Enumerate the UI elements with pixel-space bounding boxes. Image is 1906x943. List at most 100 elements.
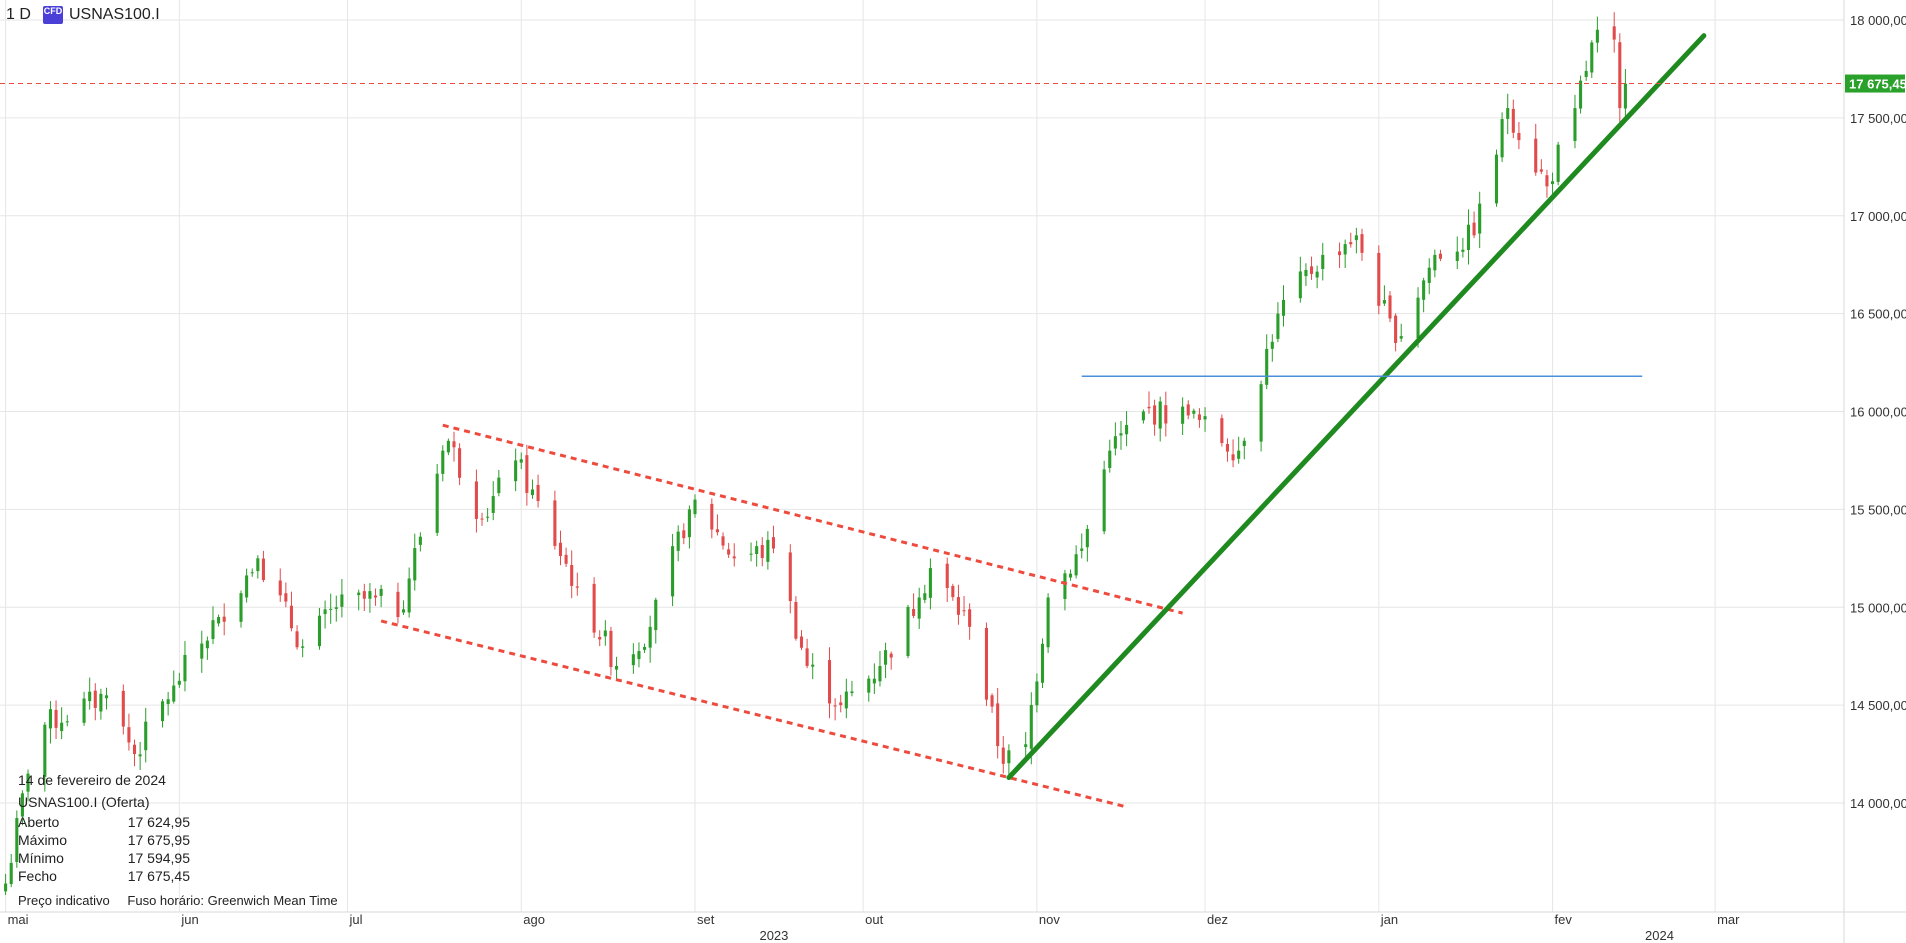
x-tick-label: mar xyxy=(1717,912,1740,927)
candle-body xyxy=(222,616,226,622)
candle-body xyxy=(1438,253,1442,259)
x-tick-label: nov xyxy=(1039,912,1060,927)
candle-body xyxy=(1573,108,1577,142)
info-row-high: Máximo 17 675,95 xyxy=(18,832,190,848)
candle-body xyxy=(1029,704,1033,749)
candle-body xyxy=(1046,597,1050,648)
candle-body xyxy=(1399,336,1403,339)
candle-body xyxy=(1494,154,1499,204)
candle-body xyxy=(250,572,254,574)
candle-body xyxy=(1298,271,1302,299)
candle-body xyxy=(1304,269,1308,277)
y-tick-label: 14 000,00 xyxy=(1850,796,1906,811)
candle-body xyxy=(721,536,725,546)
candle-body xyxy=(1360,234,1364,253)
candle-body xyxy=(1231,454,1235,461)
candle-body xyxy=(368,591,372,599)
candle-body xyxy=(452,441,456,448)
candle-body xyxy=(1108,450,1112,469)
candle-body xyxy=(553,500,557,546)
x-tick-label: ago xyxy=(523,912,545,927)
candle-body xyxy=(166,699,170,705)
candle-body xyxy=(402,609,406,613)
channel-lower-line xyxy=(380,619,1127,809)
candle-body xyxy=(687,509,691,538)
year-label: 2023 xyxy=(759,928,788,943)
candle-body xyxy=(329,608,333,610)
candle-body xyxy=(1427,267,1431,283)
candle-body xyxy=(413,548,417,581)
candle-body xyxy=(205,640,209,649)
candle-body xyxy=(1309,266,1314,274)
y-tick-label: 15 000,00 xyxy=(1850,600,1906,615)
candle-body xyxy=(177,680,181,685)
candle-body xyxy=(1416,297,1420,339)
year-label: 2024 xyxy=(1645,928,1674,943)
candle-body xyxy=(1551,181,1555,185)
candle-body xyxy=(357,592,361,596)
candle-body xyxy=(884,650,888,665)
candle-body xyxy=(525,455,529,493)
candle-body xyxy=(9,862,13,885)
grid xyxy=(0,0,1844,912)
candle-body xyxy=(172,685,176,702)
candle-body xyxy=(88,691,92,702)
candle-body xyxy=(878,665,882,682)
candle-body xyxy=(867,678,871,693)
candle-body xyxy=(923,593,927,600)
candle-body xyxy=(1315,271,1319,278)
candle-body xyxy=(732,556,736,559)
candle-body xyxy=(839,702,843,706)
info-date: 14 de fevereiro de 2024 xyxy=(18,772,166,788)
candle-body xyxy=(1153,405,1157,425)
y-tick-label: 14 500,00 xyxy=(1850,698,1906,713)
candle-body xyxy=(1102,469,1106,532)
candle-body xyxy=(261,558,265,581)
candle-body xyxy=(1511,108,1515,133)
candle-body xyxy=(54,709,58,728)
candle-body xyxy=(82,698,86,723)
y-tick-label: 18 000,00 xyxy=(1850,13,1906,28)
info-row-low: Mínimo 17 594,95 xyxy=(18,850,190,866)
candle-body xyxy=(1158,401,1162,429)
axis-labels: 14 000,00 14 500,00 15 000,00 15 500,00 16 0… xyxy=(8,13,1906,943)
candle-body xyxy=(217,617,221,624)
x-tick-label: set xyxy=(697,912,715,927)
candle-body xyxy=(1203,416,1207,420)
candle-body xyxy=(1517,132,1521,141)
candle-body xyxy=(1259,384,1263,442)
candle-body xyxy=(760,545,764,559)
candle-body xyxy=(1181,406,1185,424)
candle-body xyxy=(570,564,574,586)
candle-body xyxy=(340,594,344,607)
candle-body xyxy=(799,636,804,648)
candle-body xyxy=(1354,235,1358,241)
candle-body xyxy=(65,721,69,723)
candle-body xyxy=(536,484,540,501)
candle-body xyxy=(1377,252,1381,306)
x-tick-label: jul xyxy=(349,912,363,927)
candle-body xyxy=(1595,29,1599,43)
candle-body xyxy=(693,499,697,515)
candle-body xyxy=(211,620,215,640)
candle-body xyxy=(1063,573,1067,600)
candle-body xyxy=(811,664,815,667)
candle-body xyxy=(1007,750,1011,764)
candle-body xyxy=(1343,244,1347,255)
candle-body xyxy=(1461,249,1465,252)
chart-footer: Preço indicativo Fuso horário: Greenwich… xyxy=(18,893,352,908)
candle-body xyxy=(715,529,719,533)
candle-body xyxy=(1024,744,1028,748)
y-tick-label: 17 000,00 xyxy=(1850,209,1906,224)
info-row-open: Aberto 17 624,95 xyxy=(18,814,190,830)
candle-body xyxy=(1242,440,1246,447)
candle-body xyxy=(474,481,478,519)
candle-body xyxy=(637,651,641,660)
candle-body xyxy=(676,531,680,551)
symbol-label[interactable]: USNAS100.I xyxy=(69,6,160,23)
candle-body xyxy=(1119,433,1123,436)
timeframe-label[interactable]: 1 D xyxy=(6,6,31,23)
candle-body xyxy=(682,530,686,539)
